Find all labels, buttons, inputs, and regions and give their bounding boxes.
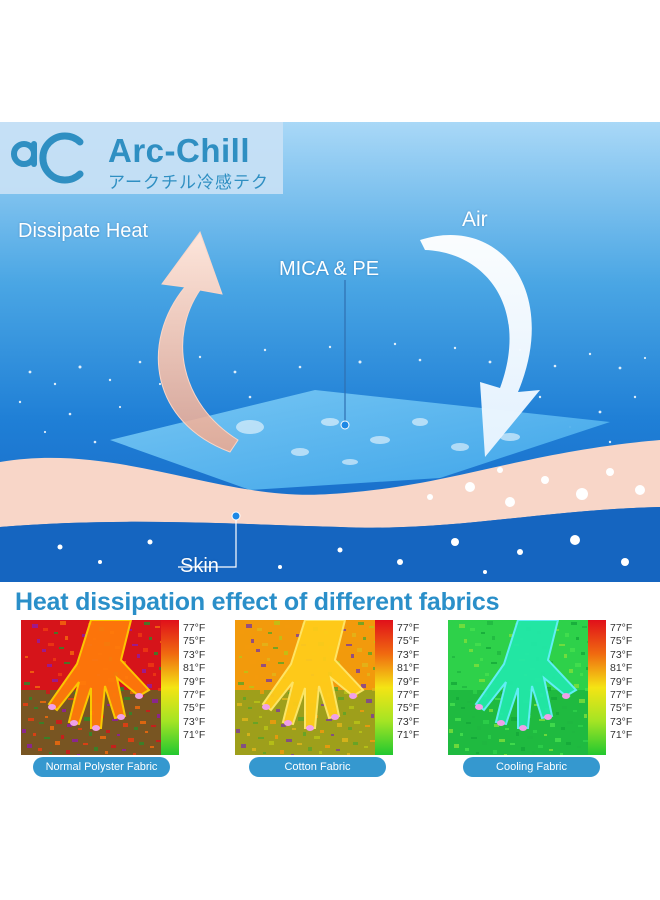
dissipate-heat-arrow <box>157 230 239 453</box>
temperature-tick: 73°F <box>397 715 420 728</box>
temperature-tick: 71°F <box>610 729 633 742</box>
fabric-label-cotton: Cotton Fabric <box>249 757 386 777</box>
thermal-image <box>21 620 161 755</box>
particle-field <box>18 342 647 444</box>
temperature-tick: 73°F <box>183 648 206 661</box>
brand-japanese-name: アークチル冷感テク <box>108 173 269 192</box>
skin-leader-line <box>178 518 237 568</box>
brand-name: Arc-Chill <box>108 132 251 169</box>
temperature-tick: 73°F <box>397 648 420 661</box>
mica-leader-dot <box>340 420 350 430</box>
temperature-tick: 75°F <box>610 635 633 648</box>
temperature-tick: 81°F <box>397 662 420 675</box>
arc-chill-logo-icon <box>11 132 84 184</box>
body-layer <box>0 507 660 582</box>
temperature-scale-labels: 77°F 75°F 73°F 81°F 79°F 77°F 75°F 73°F 71°F <box>183 622 229 743</box>
brand-logo: Arc-Chill アークチル冷感テク <box>0 122 283 194</box>
temperature-tick: 75°F <box>397 702 420 715</box>
temperature-tick: 71°F <box>397 729 420 742</box>
mica-pe-label: MICA & PE <box>279 258 380 280</box>
fabric-label-cooling: Cooling Fabric <box>463 757 600 777</box>
temperature-scale-bar <box>588 620 606 755</box>
temperature-tick: 77°F <box>610 622 633 634</box>
dissipate-heat-label: Dissipate Heat <box>18 220 149 242</box>
thermal-panel: 77°F 75°F 73°F 81°F 79°F 77°F 75°F 73°F 71°F <box>21 620 231 760</box>
temperature-tick: 71°F <box>183 729 206 742</box>
temperature-tick: 77°F <box>610 688 633 701</box>
skin-layer <box>0 440 660 528</box>
temperature-tick: 77°F <box>397 688 420 701</box>
skin-pores <box>427 467 645 507</box>
temperature-tick: 77°F <box>397 622 420 634</box>
temperature-tick: 81°F <box>610 662 633 675</box>
hero-illustration <box>0 122 660 582</box>
temperature-scale-labels: 77°F 75°F 73°F 81°F 79°F 77°F 75°F 73°F 71°F <box>610 622 656 743</box>
temperature-tick: 79°F <box>183 675 206 688</box>
temperature-tick: 73°F <box>610 715 633 728</box>
thermal-image <box>235 620 375 755</box>
air-label: Air <box>462 208 488 231</box>
hero-diagram: Arc-Chill アークチル冷感テク Dissipate Heat Air M… <box>0 122 660 582</box>
temperature-tick: 77°F <box>183 622 206 634</box>
temperature-tick: 73°F <box>183 715 206 728</box>
thermal-panel: 77°F 75°F 73°F 81°F 79°F 77°F 75°F 73°F 71°F <box>235 620 445 760</box>
temperature-tick: 75°F <box>183 702 206 715</box>
temperature-tick: 75°F <box>610 702 633 715</box>
deep-particles <box>57 535 629 574</box>
skin-label: Skin <box>180 555 219 577</box>
air-arrow <box>420 234 540 457</box>
temperature-tick: 77°F <box>183 688 206 701</box>
temperature-tick: 73°F <box>610 648 633 661</box>
temperature-scale-labels: 77°F 75°F 73°F 81°F 79°F 77°F 75°F 73°F 71°F <box>397 622 443 743</box>
temperature-tick: 75°F <box>183 635 206 648</box>
temperature-tick: 81°F <box>183 662 206 675</box>
skin-leader-dot <box>231 511 241 521</box>
fabric-label-normal: Normal Polyster Fabric <box>33 757 170 777</box>
section-title: Heat dissipation effect of different fab… <box>15 588 500 616</box>
temperature-scale-bar <box>161 620 179 755</box>
thermal-image <box>448 620 588 755</box>
fabric-droplets <box>236 418 520 465</box>
temperature-scale-bar <box>375 620 393 755</box>
temperature-tick: 75°F <box>397 635 420 648</box>
temperature-tick: 79°F <box>610 675 633 688</box>
temperature-tick: 79°F <box>397 675 420 688</box>
thermal-panel: 77°F 75°F 73°F 81°F 79°F 77°F 75°F 73°F 71°F <box>448 620 658 760</box>
